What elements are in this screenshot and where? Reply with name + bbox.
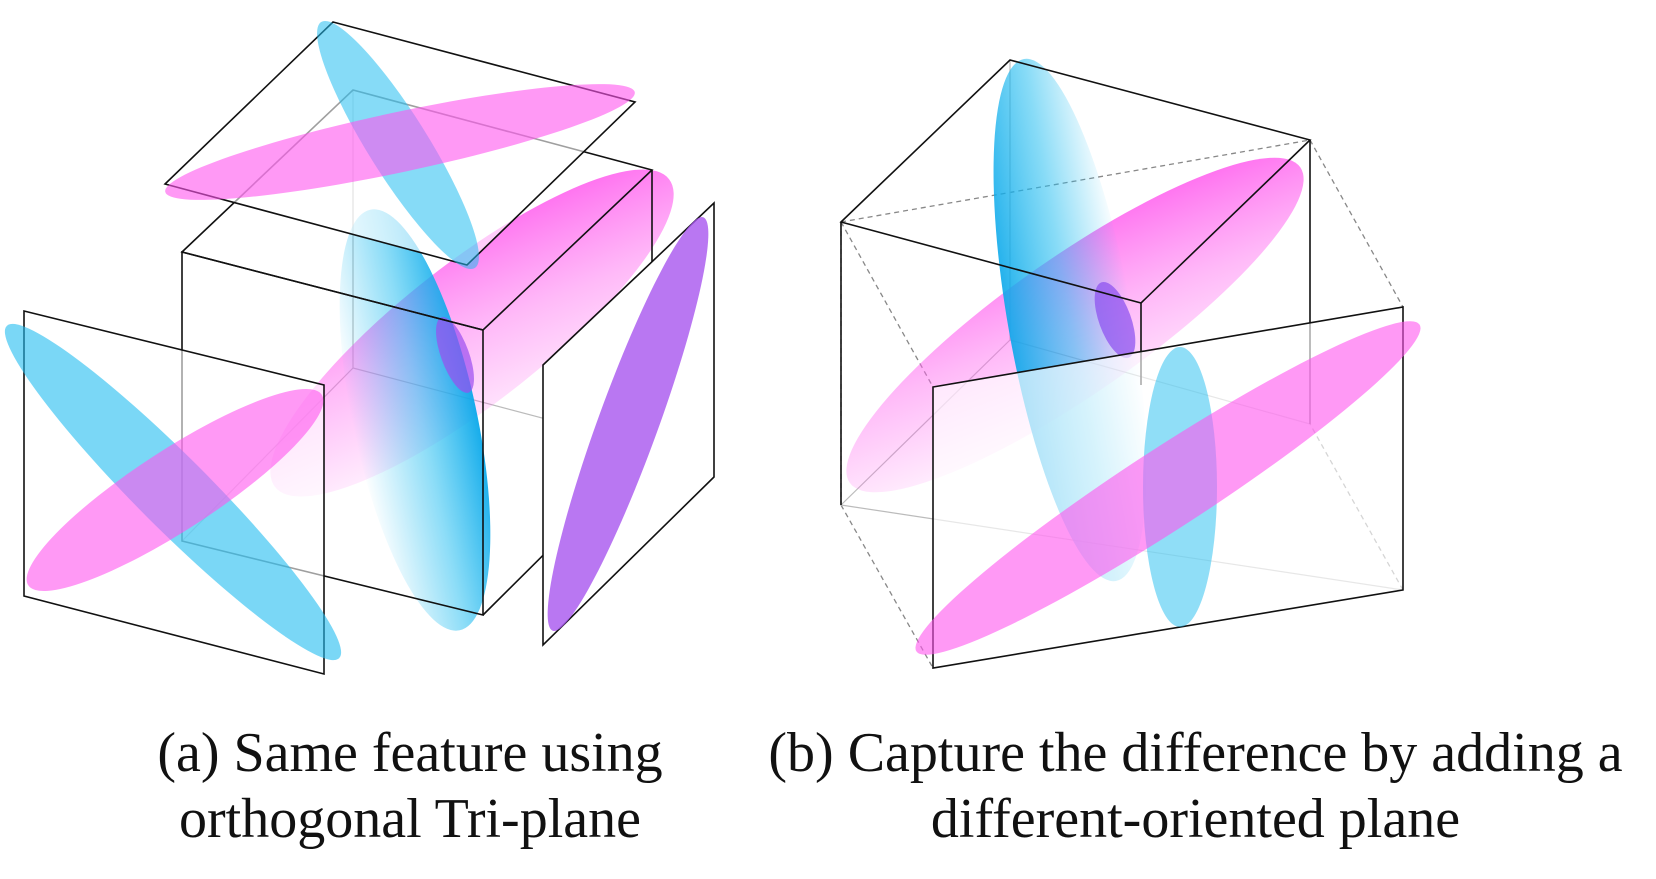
diagonal-plane-magenta-ellipse [915, 321, 1421, 655]
caption-b-line2: different-oriented plane [930, 788, 1461, 850]
caption-panel-a: (a) Same feature using orthogonal Tri-pl… [60, 720, 760, 852]
top-plane-magenta-ellipse [165, 84, 635, 200]
left-plane-a [4, 309, 342, 676]
right-plane-a [542, 201, 715, 647]
top-plane-a [163, 21, 637, 269]
caption-panel-b: (b) Capture the difference by adding a d… [735, 720, 1656, 852]
diagonal-plane-b [915, 306, 1421, 669]
left-plane-magenta-ellipse [26, 388, 324, 592]
right-plane-purple-ellipse [547, 217, 709, 631]
caption-b-line1: (b) Capture the difference by adding a [768, 722, 1623, 784]
volume-overlap-a [436, 317, 474, 393]
panel-a [4, 21, 715, 676]
panel-b [839, 58, 1421, 669]
volume-overlap-b [1094, 282, 1136, 358]
caption-a-line2: orthogonal Tri-plane [179, 788, 641, 850]
caption-a-line1: (a) Same feature using [157, 722, 663, 784]
volume-cyan-ellipsoid-a [339, 209, 491, 631]
